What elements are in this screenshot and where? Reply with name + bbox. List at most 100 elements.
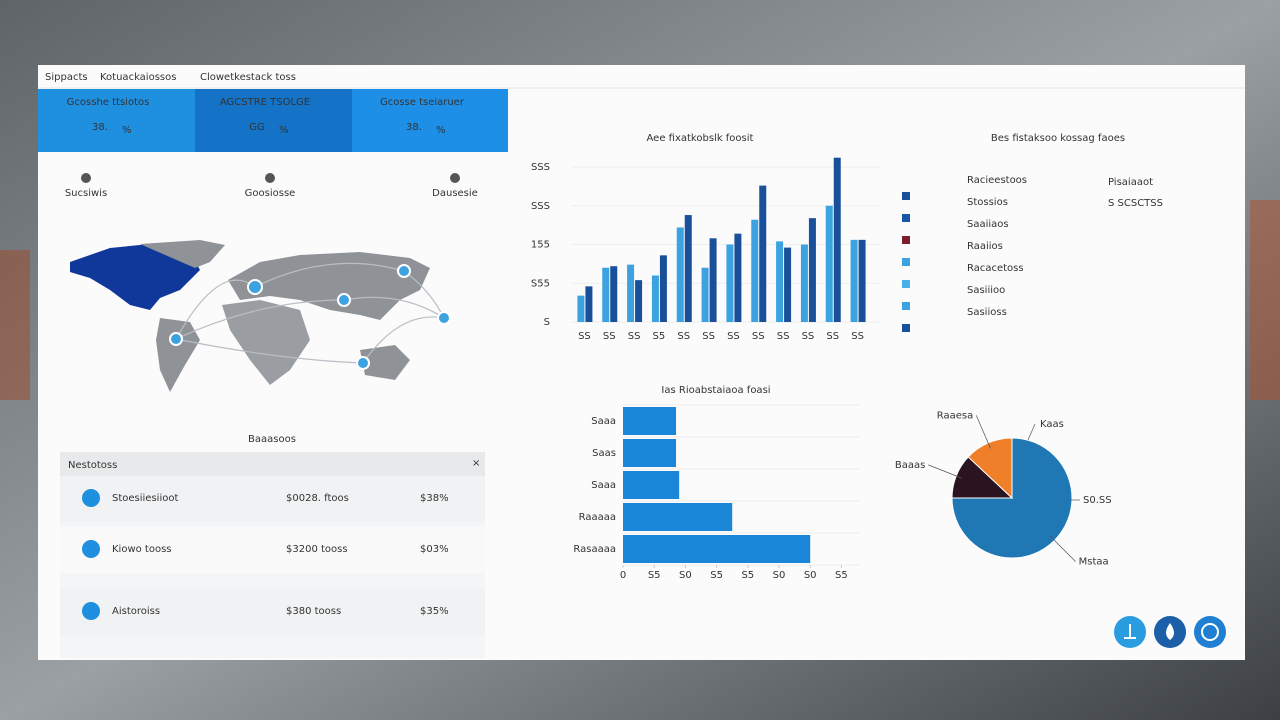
tab[interactable]: Clowetkestack toss	[200, 72, 296, 83]
bar	[776, 241, 784, 322]
bar	[734, 233, 742, 322]
north-america	[70, 244, 200, 310]
status-label: Sucsiwis	[65, 188, 107, 199]
bar	[610, 266, 618, 322]
legend-swatch	[902, 280, 910, 288]
bar	[850, 239, 858, 322]
kpi-value: 38.	[406, 122, 422, 133]
bar	[659, 255, 667, 322]
south-america	[156, 318, 200, 392]
table-cell: $38%	[420, 493, 449, 504]
x-tick-label: SS	[578, 331, 591, 342]
table-row	[60, 476, 485, 522]
legend-swatch	[902, 302, 910, 310]
legend-label: Racieestoos	[967, 175, 1027, 186]
panel-note: Pisaiaaot	[1108, 177, 1153, 188]
legend-label: Sasiioss	[967, 307, 1007, 318]
bar	[676, 227, 684, 322]
y-tick-label: SSS	[531, 162, 550, 173]
button-icon	[1166, 623, 1174, 640]
legend-label: Sasiiioo	[967, 285, 1005, 296]
x-tick-label: SS	[628, 331, 641, 342]
status-label: Goosiosse	[245, 188, 296, 199]
bar	[585, 286, 593, 322]
background-blur	[1250, 200, 1280, 400]
annotation: S0.SS	[1083, 495, 1112, 506]
bar	[623, 535, 811, 563]
bar	[651, 275, 659, 322]
bar	[577, 295, 585, 322]
y-tick-label: Raaaaa	[579, 512, 616, 523]
status-icon	[81, 173, 91, 183]
bar	[684, 215, 692, 322]
legend-label: Raaiios	[967, 241, 1003, 252]
leader-line	[975, 415, 991, 449]
tab[interactable]: Kotuackaiossos	[100, 72, 176, 83]
x-tick-label: S0	[679, 570, 692, 581]
tab[interactable]: Sippacts	[45, 72, 88, 83]
table-cell: Stoesiiesiioot	[112, 493, 178, 504]
bar	[800, 244, 808, 322]
eurasia	[228, 252, 430, 320]
slice-label: Mstaa	[1079, 557, 1109, 568]
table-cell: $0028. ftoos	[286, 493, 349, 504]
x-tick-label: SS	[851, 331, 864, 342]
leader-line	[1027, 423, 1036, 441]
table-header	[60, 452, 485, 478]
bar	[701, 267, 709, 322]
slice-label: Raaesa	[937, 410, 973, 421]
leader-line	[1049, 535, 1076, 562]
legend-swatch	[902, 214, 910, 222]
table-title: Nestotoss	[68, 460, 117, 471]
table-cell: $03%	[420, 544, 449, 555]
background-blur	[0, 250, 30, 400]
x-tick-label: SS	[752, 331, 765, 342]
greenland	[140, 240, 225, 268]
bar	[759, 185, 767, 322]
kpi-value: 38.	[92, 122, 108, 133]
table-cell: $3200 tooss	[286, 544, 348, 555]
bar	[858, 239, 866, 322]
table-cell: Kiowo tooss	[112, 544, 172, 555]
bar	[623, 439, 677, 467]
status-label: Dausesie	[432, 188, 478, 199]
y-tick-label: Saas	[592, 448, 616, 459]
kpi-label: Gcosshe ttsiotos	[67, 97, 150, 108]
y-tick-label: S	[544, 317, 550, 328]
bar	[623, 503, 733, 531]
y-tick-label: S55	[531, 278, 550, 289]
x-tick-label: S5	[741, 570, 754, 581]
panel-title: Bes fistaksoo kossag faoes	[991, 133, 1125, 144]
x-tick-label: S5	[710, 570, 723, 581]
close-icon[interactable]: ×	[472, 458, 480, 469]
bar	[726, 244, 734, 322]
x-tick-label: S5	[648, 570, 661, 581]
y-tick-label: Saaa	[591, 416, 616, 427]
kpi-suffix: %	[122, 125, 132, 136]
legend-swatch	[902, 258, 910, 266]
kpi-suffix: %	[436, 125, 446, 136]
legend-swatch	[902, 236, 910, 244]
x-tick-label: S0	[804, 570, 817, 581]
bar	[627, 264, 635, 322]
bar	[808, 218, 816, 322]
table-cell: Aistoroiss	[112, 606, 160, 617]
status-icon	[265, 173, 275, 183]
kpi-value: GG	[249, 122, 265, 133]
world-map	[70, 240, 451, 392]
legend-label: Stossios	[967, 197, 1008, 208]
bar	[825, 205, 833, 322]
y-tick-label: Saaa	[591, 480, 616, 491]
kpi-tile	[352, 89, 508, 152]
y-tick-label: SSS	[531, 201, 550, 212]
slice-label: Baaas	[895, 460, 925, 471]
table-row	[60, 527, 485, 573]
chart-title: Ias Rioabstaiaoa foasi	[661, 385, 770, 396]
kpi-suffix: %	[279, 125, 289, 136]
bar	[602, 267, 610, 322]
bar	[709, 238, 717, 322]
legend-swatch	[902, 324, 910, 332]
action-button[interactable]	[1194, 616, 1226, 648]
kpi-tile	[38, 89, 195, 152]
